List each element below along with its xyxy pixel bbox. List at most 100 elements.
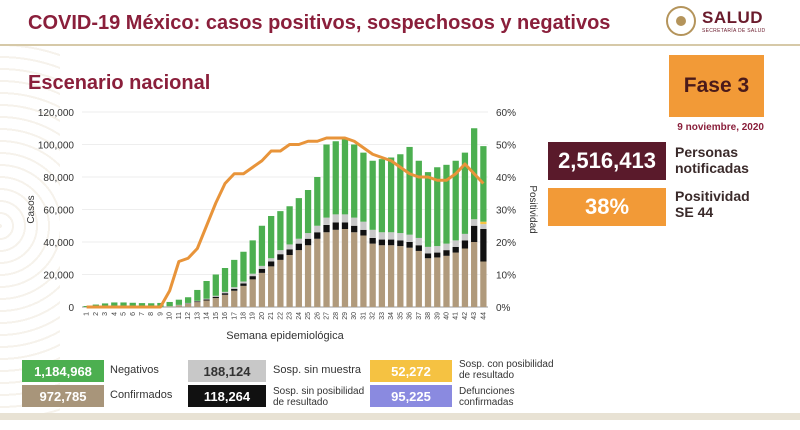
bar-sin-muestra <box>425 247 431 254</box>
bar-negativos <box>259 226 265 266</box>
x-tick-label: 44 <box>480 312 487 320</box>
bar-confirmados <box>370 244 376 307</box>
x-axis-title: Semana epidemiológica <box>226 330 344 342</box>
bar-sin-posibilidad <box>194 301 200 302</box>
bar-sin-posibilidad <box>333 223 339 230</box>
bar-sin-posibilidad <box>388 240 394 246</box>
notificadas-label-line1: Personas <box>675 144 749 160</box>
notificadas-label: Personas notificadas <box>675 144 749 176</box>
y2-tick-label: 30% <box>496 206 516 217</box>
x-tick-label: 28 <box>333 312 340 320</box>
x-tick-label: 40 <box>443 312 450 320</box>
bar-confirmados <box>314 239 320 307</box>
positividad-value: 38% <box>548 188 666 226</box>
bar-confirmados <box>268 266 274 307</box>
y2-axis-title: Positividad <box>527 185 538 233</box>
x-tick-label: 29 <box>342 312 349 320</box>
bar-confirmados <box>480 262 486 308</box>
bar-sin-muestra <box>286 244 292 249</box>
y-tick-label: 100,000 <box>38 141 75 152</box>
bar-confirmados <box>342 229 348 307</box>
x-tick-label: 37 <box>416 312 423 320</box>
bar-sin-muestra <box>434 246 440 253</box>
bar-sin-posibilidad <box>213 297 219 298</box>
bar-negativos <box>231 260 237 287</box>
x-tick-label: 17 <box>231 312 238 320</box>
x-tick-label: 38 <box>425 312 432 320</box>
bar-sin-posibilidad <box>462 240 468 248</box>
bar-confirmados <box>471 242 477 307</box>
bar-sin-muestra <box>360 222 366 230</box>
bar-sin-posibilidad <box>425 253 431 258</box>
bar-confirmados <box>231 291 237 307</box>
x-tick-label: 23 <box>287 312 294 320</box>
bar-confirmados <box>240 286 246 307</box>
bar-negativos <box>203 281 209 299</box>
x-tick-label: 18 <box>240 312 247 320</box>
bar-negativos <box>333 141 339 214</box>
bar-sin-posibilidad <box>351 226 357 233</box>
legend-sin-posibilidad-line1: Sosp. sin posibilidad <box>273 386 364 397</box>
x-tick-label: 5 <box>121 312 128 316</box>
x-tick-label: 39 <box>434 312 441 320</box>
bar-sin-posibilidad <box>259 269 265 273</box>
header-divider <box>0 44 800 46</box>
x-tick-label: 22 <box>277 312 284 320</box>
bar-con-posibilidad <box>480 222 486 224</box>
y-axis-title: Casos <box>26 195 37 223</box>
positividad-line <box>87 138 484 307</box>
bar-negativos <box>185 297 191 303</box>
legend-negativos-value: 1,184,968 <box>22 360 104 382</box>
bar-sin-posibilidad <box>342 223 348 230</box>
bar-negativos <box>360 153 366 222</box>
y2-tick-label: 20% <box>496 238 516 249</box>
bar-negativos <box>194 290 200 301</box>
bar-confirmados <box>194 302 200 307</box>
bar-sin-posibilidad <box>296 244 302 251</box>
bar-confirmados <box>425 258 431 307</box>
y2-tick-label: 10% <box>496 271 516 282</box>
bar-sin-posibilidad <box>434 253 440 258</box>
bar-negativos <box>406 147 412 235</box>
x-tick-label: 12 <box>185 312 192 320</box>
bar-negativos <box>250 240 256 273</box>
y2-tick-label: 0% <box>496 303 511 314</box>
bar-confirmados <box>176 305 182 307</box>
bar-sin-posibilidad <box>277 254 283 260</box>
bar-confirmados <box>250 279 256 307</box>
bar-sin-muestra <box>406 235 412 242</box>
bar-negativos <box>314 177 320 226</box>
bar-sin-posibilidad <box>471 226 477 242</box>
bar-sin-muestra <box>379 232 385 239</box>
y2-tick-label: 50% <box>496 141 516 152</box>
legend-con-posibilidad-line1: Sosp. con posibilidad <box>459 359 554 370</box>
positividad-label-line1: Positividad <box>675 188 750 204</box>
bar-sin-posibilidad <box>222 293 228 295</box>
legend-confirmados-label: Confirmados <box>110 390 172 401</box>
bar-confirmados <box>351 232 357 307</box>
x-tick-label: 13 <box>194 312 201 320</box>
bar-negativos <box>416 161 422 238</box>
legend-con-posibilidad-line2: de resultado <box>459 370 554 381</box>
bar-confirmados <box>406 248 412 307</box>
bar-sin-muestra <box>453 240 459 247</box>
legend-defunciones-line2: confirmadas <box>459 397 515 408</box>
x-tick-label: 21 <box>268 312 275 320</box>
x-tick-label: 19 <box>250 312 257 320</box>
bar-confirmados <box>453 253 459 307</box>
bar-sin-posibilidad <box>443 250 449 256</box>
bar-sin-muestra <box>480 224 486 229</box>
report-date: 9 noviembre, 2020 <box>640 122 764 133</box>
legend-sin-muestra-value: 188,124 <box>188 360 266 382</box>
bar-sin-muestra <box>203 299 209 300</box>
bar-confirmados <box>388 245 394 307</box>
fase-badge: Fase 3 <box>669 55 764 117</box>
y-tick-label: 120,000 <box>38 108 75 119</box>
bar-confirmados <box>259 273 265 307</box>
bar-sin-muestra <box>333 214 339 222</box>
bar-sin-posibilidad <box>480 229 486 262</box>
x-tick-label: 26 <box>314 312 321 320</box>
bar-negativos <box>323 145 329 218</box>
bar-confirmados <box>277 260 283 307</box>
x-tick-label: 3 <box>102 312 109 316</box>
